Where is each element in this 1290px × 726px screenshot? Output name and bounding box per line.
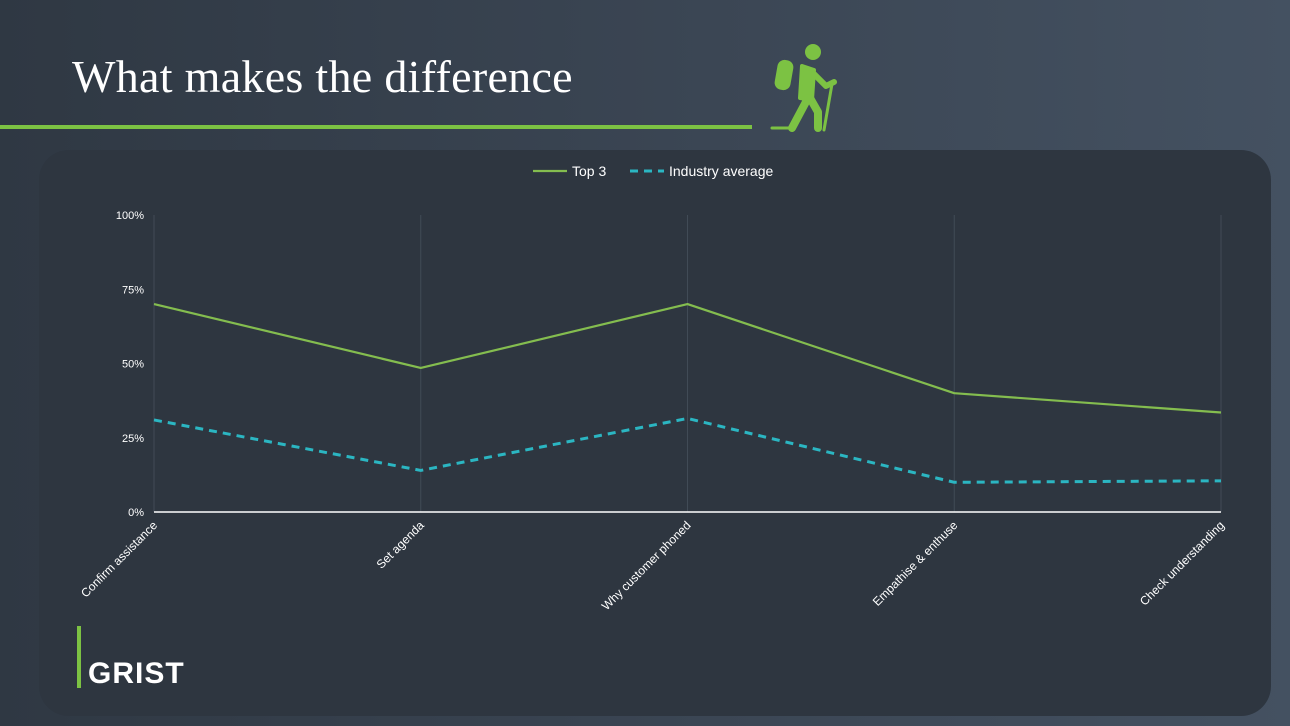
legend-label-top3: Top 3 xyxy=(572,163,606,179)
x-tick-label: Why customer phoned xyxy=(599,518,694,613)
x-tick-label: Set agenda xyxy=(374,518,428,572)
series-lines xyxy=(153,303,1222,484)
series-line-top3 xyxy=(153,303,1222,414)
grid-lines xyxy=(153,215,1222,512)
title-underline xyxy=(0,125,752,129)
y-tick-label: 50% xyxy=(122,359,144,371)
x-tick-labels: Confirm assistance Set agenda Why customer… xyxy=(78,518,1227,613)
y-tick-label: 25% xyxy=(122,433,144,445)
x-tick-label: Empathise & enthuse xyxy=(870,518,961,609)
line-chart: 0% 25% 50% 75% 100% Confirm assistance Set ag… xyxy=(78,163,1227,613)
brand-logo: GRIST xyxy=(88,657,185,690)
y-tick-labels: 0% 25% 50% 75% 100% xyxy=(116,210,144,519)
brand-accent-bar xyxy=(77,626,81,688)
y-tick-label: 75% xyxy=(122,284,144,296)
y-tick-label: 100% xyxy=(116,210,144,222)
x-tick-label: Confirm assistance xyxy=(78,518,160,600)
hiker-icon xyxy=(770,44,837,132)
chart-panel: 0% 25% 50% 75% 100% Confirm assistance Set ag… xyxy=(39,150,1271,716)
legend: Top 3 Industry average xyxy=(533,163,773,179)
y-tick-label: 0% xyxy=(128,507,144,519)
slide-title: What makes the difference xyxy=(72,51,573,102)
legend-label-industry-average: Industry average xyxy=(669,163,773,179)
x-tick-label: Check understanding xyxy=(1137,518,1227,608)
